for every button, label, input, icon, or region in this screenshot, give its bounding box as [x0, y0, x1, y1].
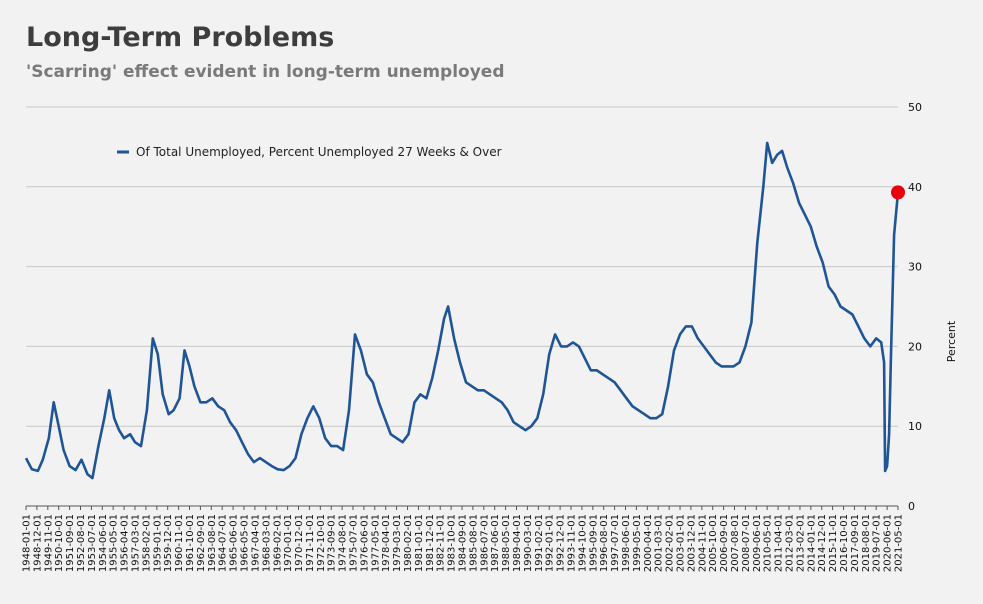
x-tick-label: 1949-11-01 — [43, 514, 54, 572]
x-tick-label: 2020-06-01 — [883, 514, 894, 572]
x-tick-label: 1970-12-01 — [294, 514, 305, 572]
x-tick-label: 2019-07-01 — [872, 514, 883, 572]
x-tick-label: 1993-11-01 — [567, 514, 578, 572]
x-tick-label: 1969-02-01 — [272, 514, 283, 572]
x-tick-label: 1977-05-01 — [370, 514, 381, 572]
x-tick-label: 1955-05-01 — [109, 514, 120, 572]
x-tick-label: 1988-05-01 — [501, 514, 512, 572]
x-tick-label: 1957-03-01 — [130, 514, 141, 572]
x-tick-label: 2004-11-01 — [697, 514, 708, 572]
x-tick-label: 1989-04-01 — [512, 514, 523, 572]
y-axis-ticks: 0 10 20 30 40 50 — [908, 101, 922, 513]
x-tick-label: 1995-09-01 — [588, 514, 599, 572]
x-tick-label: 1979-03-01 — [392, 514, 403, 572]
x-tick-label: 2015-11-01 — [828, 514, 839, 572]
series-line — [24, 141, 900, 480]
x-tick-label: 1980-02-01 — [403, 514, 414, 572]
x-tick-label: 1981-12-01 — [425, 514, 436, 572]
x-tick-label: 1986-07-01 — [479, 514, 490, 572]
x-tick-label: 1996-08-01 — [599, 514, 610, 572]
x-tick-label: 2003-01-01 — [676, 514, 687, 572]
x-tick-label: 1974-08-01 — [338, 514, 349, 572]
x-tick-label: 2017-09-01 — [850, 514, 861, 572]
y-tick-label: 20 — [908, 340, 922, 353]
x-tick-label: 1952-08-01 — [76, 514, 87, 572]
x-tick-label: 2013-02-01 — [795, 514, 806, 572]
x-tick-label: 1960-11-01 — [174, 514, 185, 572]
x-tick-label: 1954-06-01 — [98, 514, 109, 572]
x-tick-label: 1948-12-01 — [32, 514, 43, 572]
x-tick-label: 2003-12-01 — [686, 514, 697, 572]
x-tick-label: 2021-05-01 — [894, 514, 905, 572]
x-tick-label: 1975-07-01 — [348, 514, 359, 572]
y-tick-label: 30 — [908, 261, 922, 274]
x-tick-label: 1973-09-01 — [327, 514, 338, 572]
x-tick-label: 2009-06-01 — [752, 514, 763, 572]
x-tick-label: 1962-09-01 — [196, 514, 207, 572]
x-tick-label: 1948-01-01 — [22, 514, 33, 572]
chart-subtitle: 'Scarring' effect evident in long-term u… — [26, 62, 505, 82]
x-tick-label: 1966-05-01 — [239, 514, 250, 572]
legend: Of Total Unemployed, Percent Unemployed … — [117, 145, 502, 159]
x-axis-ticks: 1948-01-01 1948-12-01 1949-11-01 1950-10-01… — [22, 506, 905, 572]
x-tick-label: 1985-08-01 — [468, 514, 479, 572]
x-tick-label: 1999-05-01 — [632, 514, 643, 572]
x-tick-label: 2010-05-01 — [763, 514, 774, 572]
x-tick-label: 2005-10-01 — [708, 514, 719, 572]
chart-title: Long-Term Problems — [26, 22, 335, 53]
x-tick-label: 2001-03-01 — [654, 514, 665, 572]
x-tick-label: 2008-07-01 — [741, 514, 752, 572]
x-tick-label: 1963-08-01 — [207, 514, 218, 572]
x-tick-label: 1998-06-01 — [621, 514, 632, 572]
x-tick-label: 2018-08-01 — [861, 514, 872, 572]
y-tick-label: 50 — [908, 101, 922, 114]
x-tick-label: 2011-04-01 — [774, 514, 785, 572]
y-tick-label: 40 — [908, 181, 922, 194]
x-tick-label: 1983-10-01 — [447, 514, 458, 572]
x-tick-label: 1991-02-01 — [534, 514, 545, 572]
x-tick-label: 1972-10-01 — [316, 514, 327, 572]
y-tick-label: 10 — [908, 420, 922, 433]
x-tick-label: 1953-07-01 — [87, 514, 98, 572]
x-tick-label: 1968-03-01 — [261, 514, 272, 572]
x-tick-label: 1976-06-01 — [359, 514, 370, 572]
x-tick-label: 1990-03-01 — [523, 514, 534, 572]
y-tick-label: 0 — [908, 500, 915, 513]
x-tick-label: 1981-01-01 — [414, 514, 425, 572]
x-tick-label: 1951-09-01 — [65, 514, 76, 572]
x-tick-label: 2016-10-01 — [839, 514, 850, 572]
x-tick-label: 1982-11-01 — [436, 514, 447, 572]
x-tick-label: 1956-04-01 — [120, 514, 131, 572]
x-tick-label: 2012-03-01 — [785, 514, 796, 572]
legend-label: Of Total Unemployed, Percent Unemployed … — [136, 145, 502, 159]
x-tick-label: 2006-09-01 — [719, 514, 730, 572]
x-tick-label: 1978-04-01 — [381, 514, 392, 572]
x-tick-label: 2014-12-01 — [817, 514, 828, 572]
x-tick-label: 2007-08-01 — [730, 514, 741, 572]
gridlines — [26, 106, 898, 427]
latest-value-marker — [891, 185, 905, 200]
x-tick-label: 1971-11-01 — [305, 514, 316, 572]
x-tick-label: 2014-01-01 — [806, 514, 817, 572]
x-tick-label: 1987-06-01 — [490, 514, 501, 572]
x-tick-label: 1961-10-01 — [185, 514, 196, 572]
x-tick-label: 1984-09-01 — [458, 514, 469, 572]
x-tick-label: 1967-04-01 — [250, 514, 261, 572]
x-tick-label: 1970-01-01 — [283, 514, 294, 572]
x-tick-label: 2002-02-01 — [665, 514, 676, 572]
x-tick-label: 1959-01-01 — [152, 514, 163, 572]
y-axis-label: Percent — [945, 320, 958, 362]
x-tick-label: 1964-07-01 — [218, 514, 229, 572]
x-tick-label: 1992-12-01 — [556, 514, 567, 572]
x-tick-label: 1992-01-01 — [545, 514, 556, 572]
x-tick-label: 1959-12-01 — [163, 514, 174, 572]
x-tick-label: 1997-07-01 — [610, 514, 621, 572]
x-tick-label: 2000-04-01 — [643, 514, 654, 572]
x-tick-label: 1958-02-01 — [141, 514, 152, 572]
x-tick-label: 1965-06-01 — [229, 514, 240, 572]
x-tick-label: 1994-10-01 — [577, 514, 588, 572]
x-tick-label: 1950-10-01 — [54, 514, 65, 572]
